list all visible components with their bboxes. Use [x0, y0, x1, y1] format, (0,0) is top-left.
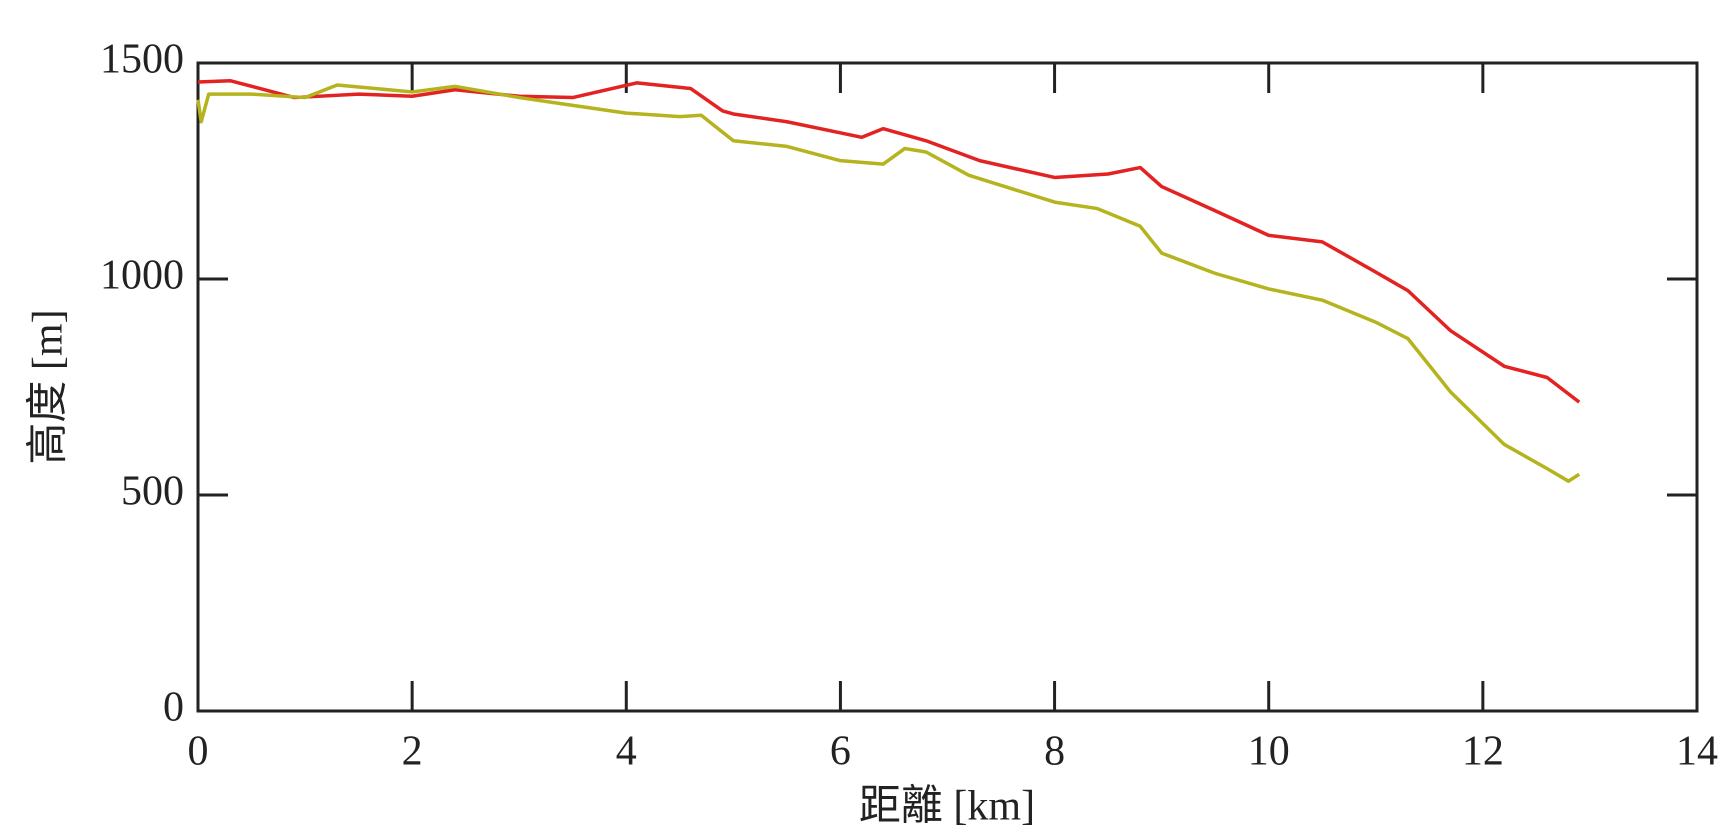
x-tick-label: 6 [830, 729, 851, 775]
y-tick-label: 0 [163, 685, 184, 731]
data-line [196, 83, 1581, 483]
x-tick-label: 10 [1248, 729, 1290, 775]
y-axis-label: 高度 [m] [26, 309, 72, 464]
x-axis-label: 距離 [km] [859, 784, 1035, 830]
y-tick-label: 1500 [100, 37, 184, 83]
x-tick-label: 0 [188, 729, 209, 775]
x-tick-label: 14 [1676, 729, 1718, 775]
y-tick-label: 1000 [100, 253, 184, 299]
plot-frame [196, 61, 1699, 713]
y-tick-label: 500 [121, 469, 184, 515]
x-tick-label: 4 [616, 729, 637, 775]
x-tick-label: 12 [1462, 729, 1504, 775]
x-tick-label: 2 [402, 729, 423, 775]
x-tick-label: 8 [1044, 729, 1065, 775]
data-line [197, 78, 1581, 404]
